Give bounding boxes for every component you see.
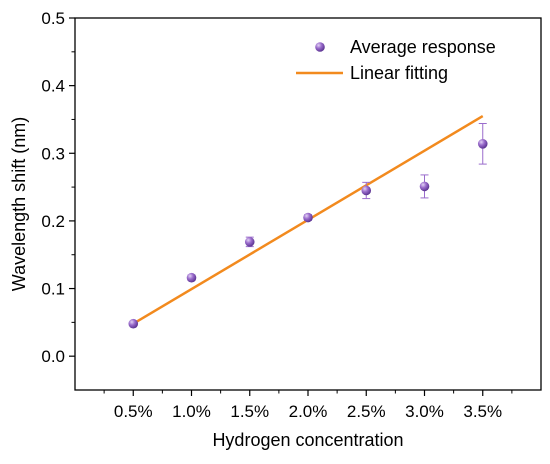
data-point-marker — [361, 185, 372, 196]
data-point-marker — [477, 139, 488, 149]
x-tick-label: 2.5% — [347, 402, 386, 421]
legend-marker-average-response — [315, 42, 325, 52]
y-axis-ticks: 0.0 0.1 0.2 0.3 0.4 0.5 — [41, 9, 75, 366]
data-point-marker — [128, 318, 139, 329]
legend-label-average-response: Average response — [350, 37, 496, 57]
data-point-marker — [303, 212, 313, 223]
data-point-marker — [419, 181, 430, 192]
data-point-7 — [477, 123, 488, 165]
y-tick-label: 0.5 — [41, 9, 65, 28]
x-tick-label: 1.0% — [172, 402, 211, 421]
x-axis-title: Hydrogen concentration — [212, 430, 403, 450]
x-tick-label: 0.5% — [114, 402, 153, 421]
data-point-marker — [244, 237, 255, 247]
legend-label-linear-fitting: Linear fitting — [350, 63, 448, 83]
y-axis-title: Wavelength shift (nm) — [9, 117, 29, 291]
x-tick-label: 3.0% — [405, 402, 444, 421]
x-tick-label: 1.5% — [230, 402, 269, 421]
data-point-3 — [244, 236, 255, 248]
y-tick-label: 0.1 — [41, 280, 65, 299]
x-tick-label: 2.0% — [289, 402, 328, 421]
legend: Average response Linear fitting — [296, 37, 496, 83]
data-point-4 — [303, 212, 313, 223]
y-tick-label: 0.0 — [41, 347, 65, 366]
data-point-marker — [186, 272, 197, 283]
y-tick-label: 0.4 — [41, 77, 65, 96]
x-axis-ticks: 0.5% 1.0% 1.5% 2.0% 2.5% 3.0% 3.5% — [103, 390, 513, 421]
x-tick-label: 3.5% — [463, 402, 502, 421]
y-tick-label: 0.3 — [41, 144, 65, 163]
data-point-1 — [128, 318, 139, 329]
y-tick-label: 0.2 — [41, 212, 65, 231]
data-point-2 — [186, 272, 197, 283]
data-point-5 — [361, 181, 372, 200]
data-point-6 — [419, 174, 430, 199]
points-layer — [128, 123, 488, 329]
